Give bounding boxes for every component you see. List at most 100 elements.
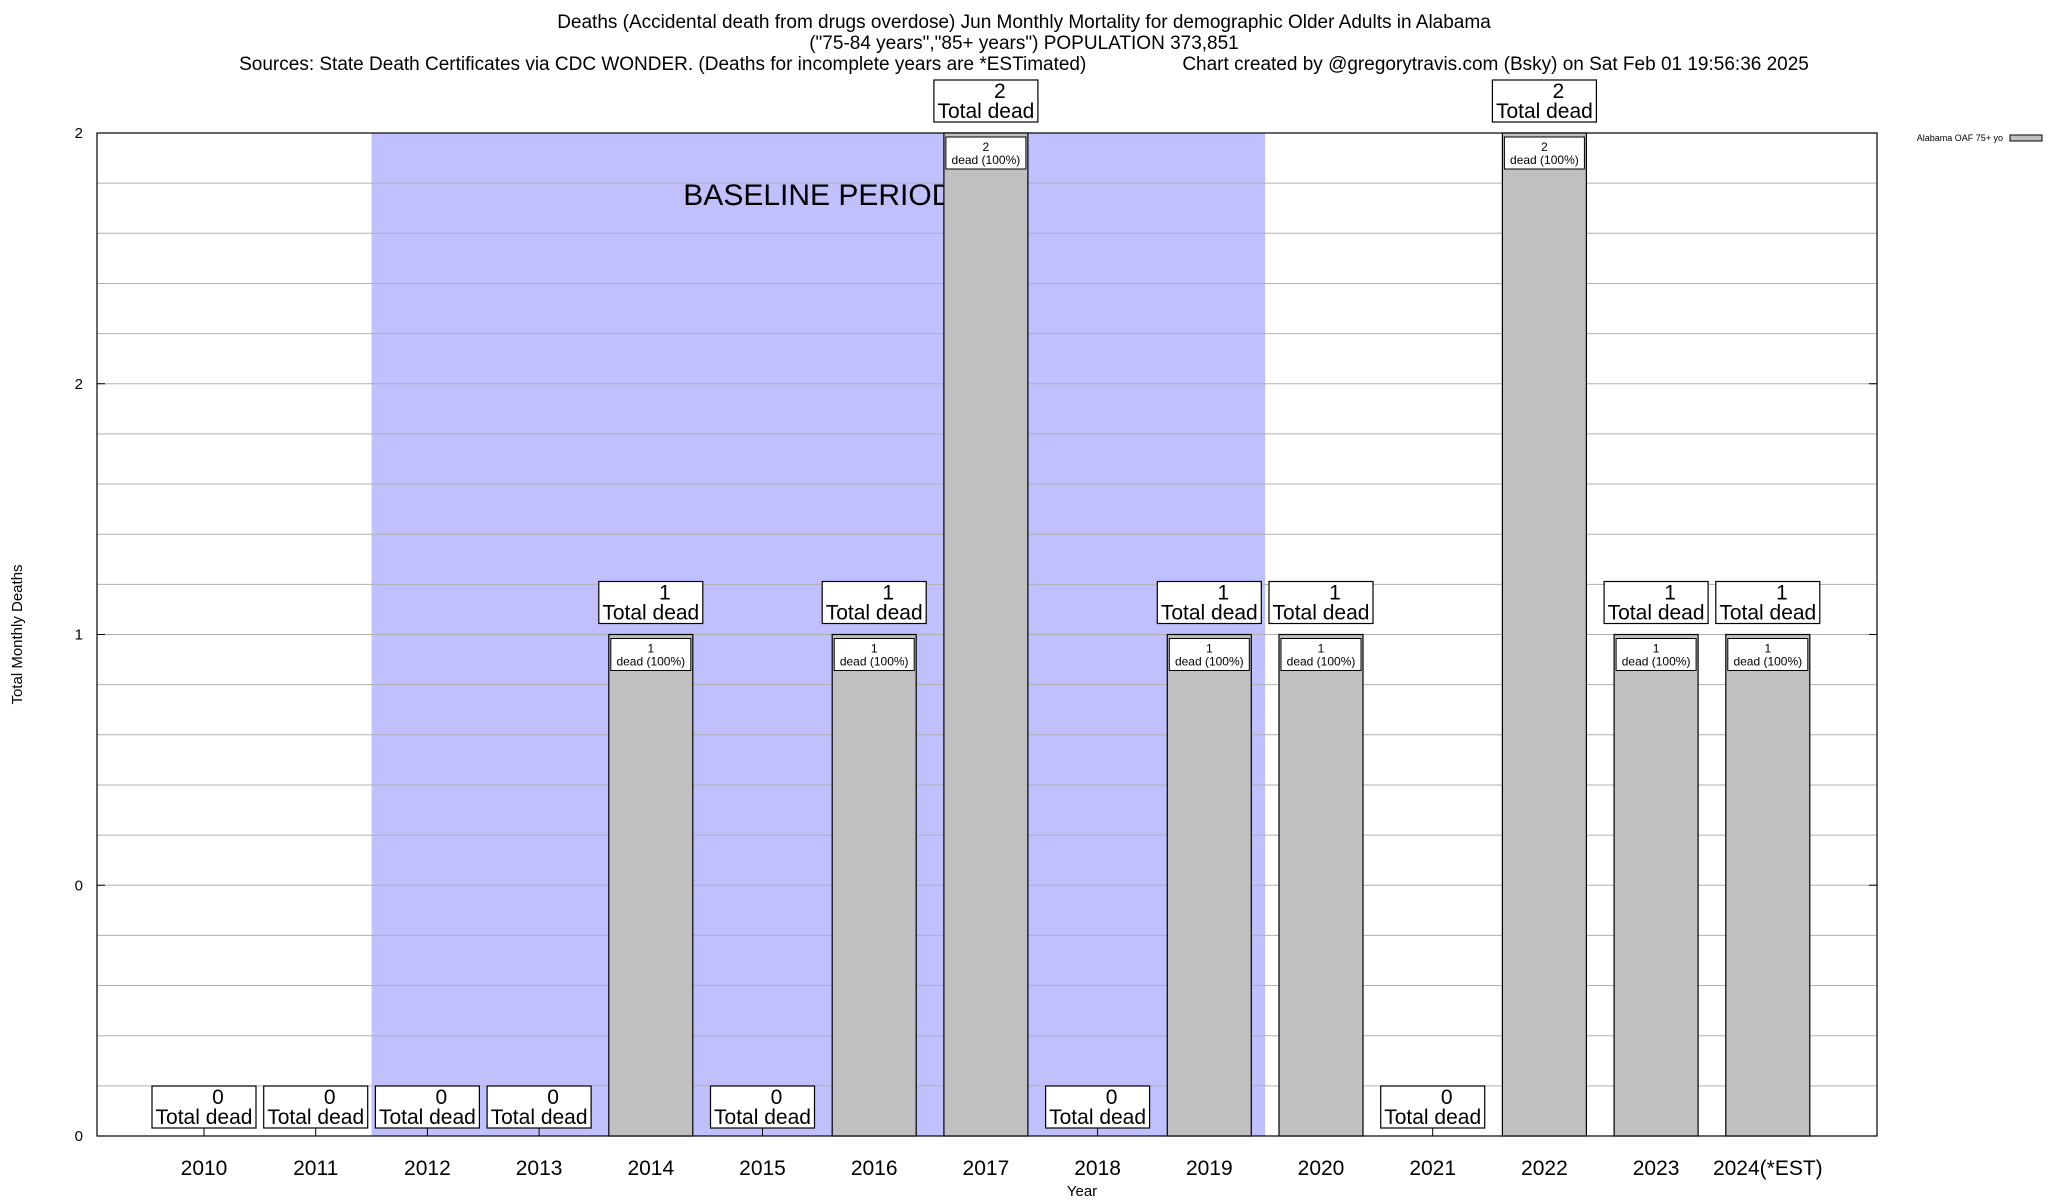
x-tick-label: 2023	[1633, 1157, 1680, 1180]
x-axis-label: Year	[1067, 1183, 1097, 1200]
bar-total-box	[933, 79, 1039, 123]
bar	[1166, 633, 1252, 1137]
chart-sources-row: Sources: State Death Certificates via CD…	[0, 54, 2048, 75]
bar	[831, 633, 917, 1137]
bar-inner-label: dead (100%)	[1510, 153, 1579, 167]
bar-total-label: Total dead	[1608, 602, 1705, 625]
bar-inner-label-box	[610, 638, 692, 671]
x-tick-label: 2011	[293, 1157, 338, 1180]
x-tick-label: 2017	[963, 1157, 1010, 1180]
bar-total-count: 1	[659, 582, 671, 605]
bar-inner-label-box	[1615, 638, 1697, 671]
x-tick-label: 2013	[516, 1157, 563, 1180]
bar-total-box	[1491, 79, 1598, 123]
y-tick-label: 1	[75, 627, 83, 644]
bar-total-box	[1044, 1085, 1151, 1129]
bar-total-label: Total dead	[156, 1106, 253, 1129]
bar-inner-label-box	[1280, 638, 1362, 671]
bar	[943, 132, 1029, 1137]
bar-total-label: Total dead	[1161, 602, 1258, 625]
x-tick-label: 2019	[1186, 1157, 1233, 1180]
bar-total-box	[598, 580, 704, 625]
bar-inner-label-box	[1727, 638, 1809, 671]
bar-total-box	[1380, 1085, 1486, 1129]
chart-subtitle: ("75-84 years","85+ years") POPULATION 3…	[809, 33, 1239, 54]
bar-total-label: Total dead	[1273, 602, 1370, 625]
bar-total-box	[374, 1085, 480, 1129]
bar-inner-label: dead (100%)	[1622, 655, 1691, 669]
bar-inner-label-box	[1503, 136, 1585, 170]
bar-total-box	[1156, 580, 1262, 625]
x-tick-label: 2012	[404, 1157, 451, 1180]
bar	[1278, 633, 1364, 1137]
bar-total-label: Total dead	[1049, 1106, 1146, 1129]
bar-total-count: 0	[771, 1086, 783, 1109]
chart-title: Deaths (Accidental death from drugs over…	[557, 12, 1491, 33]
legend-label: Alabama OAF 75+ yo	[1917, 133, 2003, 143]
bar-total-count: 2	[994, 80, 1006, 103]
bar-inner-count: 1	[871, 642, 878, 656]
bar-total-count: 1	[882, 582, 894, 605]
chart-credit: Chart created by @gregorytravis.com (Bsk…	[1182, 54, 1809, 75]
bar	[1501, 132, 1588, 1137]
bar-total-label: Total dead	[1496, 100, 1593, 123]
x-tick-label: 2022	[1521, 1157, 1568, 1180]
bar-inner-label-box	[1168, 638, 1250, 671]
x-tick-label: 2010	[181, 1157, 228, 1180]
bar-inner-count: 1	[1764, 642, 1771, 656]
bar-total-label: Total dead	[379, 1106, 476, 1129]
bar-inner-count: 1	[1206, 642, 1213, 656]
bar-total-box	[263, 1085, 369, 1129]
x-tick-label: 2021	[1409, 1157, 1456, 1180]
bar-total-count: 0	[1441, 1086, 1453, 1109]
bar-total-count: 0	[1106, 1086, 1118, 1109]
bar-total-count: 1	[1776, 582, 1788, 605]
baseline-label: BASELINE PERIOD	[683, 179, 953, 212]
bar-total-box	[151, 1085, 257, 1129]
bar-total-label: Total dead	[826, 602, 923, 625]
bar-total-label: Total dead	[491, 1106, 588, 1129]
x-tick-label: 2016	[851, 1157, 898, 1180]
bar-total-count: 2	[1553, 80, 1565, 103]
bar-inner-label: dead (100%)	[616, 655, 685, 669]
bar-total-box	[1715, 580, 1821, 625]
chart-title-block: Deaths (Accidental death from drugs over…	[0, 12, 2048, 75]
y-tick-label: 0	[75, 877, 83, 894]
bar-total-count: 1	[1664, 582, 1676, 605]
bar-total-label: Total dead	[1719, 602, 1816, 625]
y-axis-label: Total Monthly Deaths	[9, 564, 26, 704]
bar-total-count: 1	[1329, 582, 1341, 605]
bar-inner-label: dead (100%)	[1287, 655, 1356, 669]
bar-inner-count: 1	[1318, 642, 1325, 656]
bar-total-box	[1603, 580, 1709, 625]
bar-total-label: Total dead	[1384, 1106, 1481, 1129]
x-tick-label: 2018	[1074, 1157, 1121, 1180]
bar-total-label: Total dead	[714, 1106, 811, 1129]
bar-inner-label: dead (100%)	[1175, 655, 1244, 669]
bar-total-box	[709, 1085, 816, 1129]
bar-inner-count: 1	[647, 642, 654, 656]
bar	[1725, 633, 1811, 1137]
chart-sources: Sources: State Death Certificates via CD…	[239, 54, 1087, 75]
bar-inner-label: dead (100%)	[952, 153, 1021, 167]
bar-total-box	[486, 1085, 592, 1129]
legend-swatch	[2009, 134, 2043, 142]
x-tick-label: 2020	[1298, 1157, 1345, 1180]
bar-total-count: 0	[324, 1086, 336, 1109]
bar-total-box	[1268, 580, 1374, 625]
x-tick-label: 2024(*EST)	[1713, 1157, 1823, 1180]
bar-total-box	[821, 580, 927, 625]
bar-inner-label-box	[945, 136, 1027, 170]
bar	[1613, 633, 1699, 1137]
bar-inner-label: dead (100%)	[840, 655, 909, 669]
bar-total-count: 0	[436, 1086, 448, 1109]
x-tick-label: 2015	[739, 1157, 786, 1180]
bar-inner-label: dead (100%)	[1733, 655, 1802, 669]
bar-total-count: 1	[1217, 582, 1229, 605]
bar	[608, 633, 694, 1137]
bar-inner-count: 2	[1541, 140, 1548, 154]
y-tick-label: 0	[75, 1128, 83, 1145]
bar-inner-count: 1	[1653, 642, 1660, 656]
bar-total-label: Total dead	[602, 602, 699, 625]
